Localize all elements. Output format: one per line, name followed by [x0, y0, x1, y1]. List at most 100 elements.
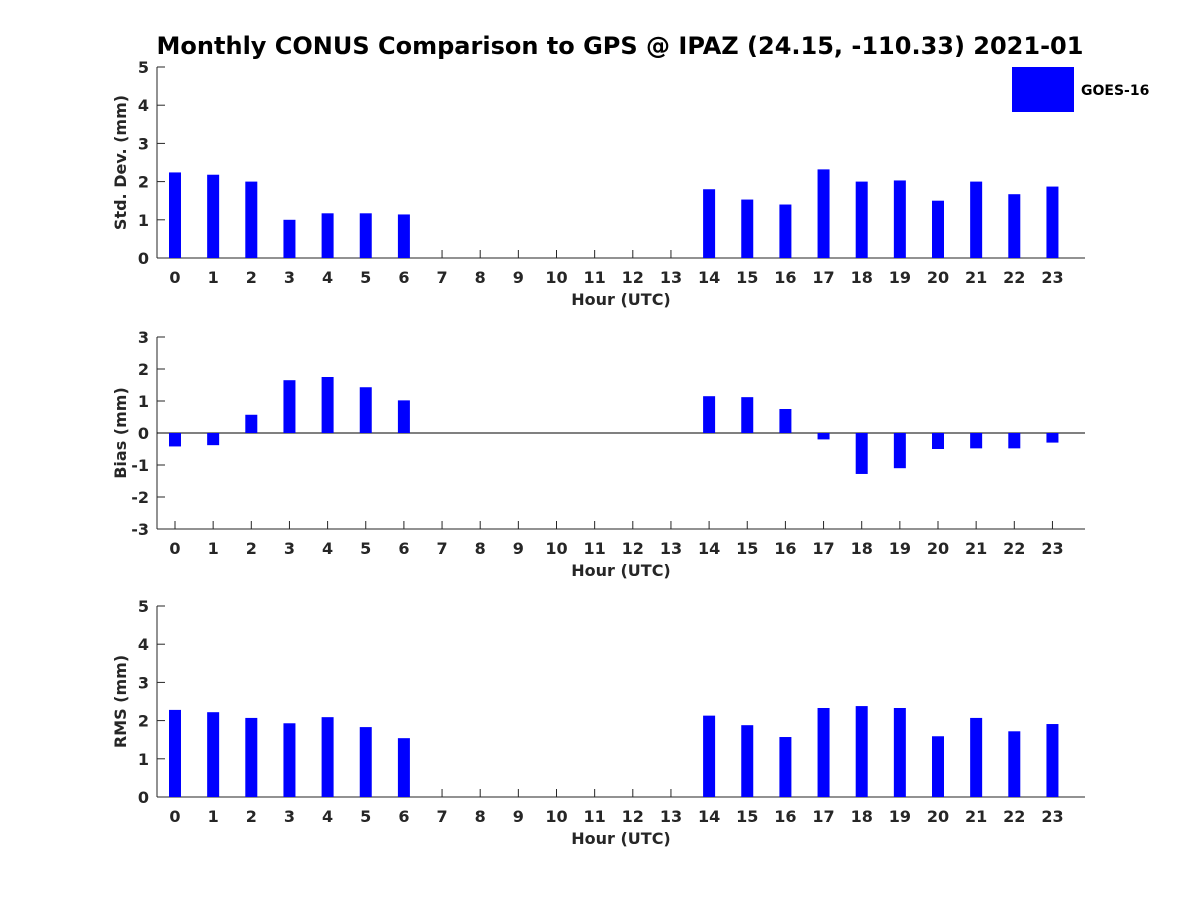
bar-hour-20: [932, 736, 944, 797]
bar-hour-16: [779, 737, 792, 797]
bar-hour-22: [1008, 433, 1021, 449]
x-tick-label: 13: [660, 268, 682, 287]
x-tick-label: 17: [812, 268, 834, 287]
x-tick-label: 15: [736, 268, 758, 287]
x-tick-label: 19: [889, 539, 911, 558]
y-tick-label: 4: [138, 635, 149, 654]
x-tick-label: 3: [284, 807, 295, 826]
x-tick-label: 0: [169, 539, 180, 558]
bar-hour-5: [359, 727, 372, 797]
x-tick-label: 5: [360, 268, 371, 287]
bar-hour-22: [1008, 731, 1021, 797]
x-tick-label: 16: [774, 807, 796, 826]
x-tick-label: 0: [169, 807, 180, 826]
legend: GOES-16: [1012, 67, 1149, 112]
legend-label: GOES-16: [1081, 83, 1149, 99]
bar-hour-21: [970, 181, 983, 258]
x-tick-label: 23: [1041, 807, 1063, 826]
x-tick-label: 15: [736, 807, 758, 826]
x-tick-label: 16: [774, 268, 796, 287]
bar-hour-18: [855, 706, 868, 797]
y-tick-label: 3: [138, 134, 149, 153]
x-tick-label: 18: [851, 268, 873, 287]
bar-hour-0: [169, 709, 181, 797]
x-tick-label: 22: [1003, 268, 1025, 287]
y-tick-label: 0: [138, 249, 149, 268]
x-tick-label: 16: [774, 539, 796, 558]
legend-swatch: [1012, 67, 1074, 112]
bar-hour-16: [779, 204, 792, 258]
x-tick-label: 18: [851, 807, 873, 826]
x-tick-label: 1: [208, 807, 219, 826]
bar-hour-4: [321, 377, 334, 433]
x-tick-label: 19: [889, 268, 911, 287]
bar-hour-17: [817, 433, 830, 440]
bar-hour-18: [855, 433, 868, 474]
x-tick-label: 10: [545, 268, 567, 287]
bar-hour-14: [703, 189, 716, 258]
y-tick-label: 1: [138, 392, 149, 411]
bar-hour-0: [169, 433, 181, 447]
x-tick-label: 10: [545, 807, 567, 826]
x-tick-label: 8: [475, 268, 486, 287]
bar-hour-19: [893, 180, 906, 258]
y-tick-label: 2: [138, 712, 149, 731]
x-tick-label: 13: [660, 807, 682, 826]
bar-hour-5: [359, 213, 372, 258]
x-tick-label: 20: [927, 539, 949, 558]
x-tick-label: 20: [927, 268, 949, 287]
x-tick-label: 21: [965, 539, 987, 558]
bar-hour-15: [741, 199, 754, 258]
x-tick-label: 5: [360, 807, 371, 826]
x-tick-label: 3: [284, 268, 295, 287]
y-tick-label: 5: [138, 58, 149, 77]
y-tick-label: 2: [138, 173, 149, 192]
y-axis-label: RMS (mm): [111, 655, 130, 748]
x-tick-label: 6: [398, 807, 409, 826]
x-tick-label: 9: [513, 807, 524, 826]
x-tick-label: 3: [284, 539, 295, 558]
x-tick-label: 21: [965, 268, 987, 287]
bar-hour-23: [1046, 724, 1059, 797]
bar-hour-17: [817, 169, 830, 258]
bar-hour-21: [970, 717, 983, 797]
bar-hour-5: [359, 387, 372, 433]
bar-hour-2: [245, 414, 258, 433]
bar-hour-15: [741, 725, 754, 797]
bar-hour-20: [932, 200, 944, 258]
bar-hour-1: [207, 174, 220, 258]
x-tick-label: 11: [584, 539, 606, 558]
y-axis-label: Std. Dev. (mm): [111, 95, 130, 230]
x-tick-label: 4: [322, 539, 333, 558]
x-axis-label: Hour (UTC): [571, 290, 671, 309]
bar-hour-1: [207, 712, 220, 797]
bar-hour-20: [932, 433, 944, 449]
bar-hour-23: [1046, 186, 1059, 258]
bar-hour-1: [207, 433, 220, 446]
bar-hour-6: [397, 214, 410, 258]
x-tick-label: 15: [736, 539, 758, 558]
bar-hour-14: [703, 715, 716, 797]
x-tick-label: 6: [398, 539, 409, 558]
bar-hour-2: [245, 181, 258, 258]
y-tick-label: 2: [138, 360, 149, 379]
y-axis-label: Bias (mm): [111, 387, 130, 479]
y-tick-label: -3: [131, 520, 149, 539]
y-tick-label: 1: [138, 211, 149, 230]
y-tick-label: 3: [138, 328, 149, 347]
bar-hour-3: [283, 723, 296, 797]
bar-hour-6: [397, 738, 410, 797]
x-tick-label: 18: [851, 539, 873, 558]
x-tick-label: 22: [1003, 539, 1025, 558]
bar-hour-21: [970, 433, 983, 449]
x-tick-label: 10: [545, 539, 567, 558]
x-tick-label: 1: [208, 539, 219, 558]
y-tick-label: 3: [138, 673, 149, 692]
y-tick-label: -1: [131, 456, 149, 475]
x-tick-label: 14: [698, 807, 720, 826]
x-tick-label: 12: [622, 539, 644, 558]
